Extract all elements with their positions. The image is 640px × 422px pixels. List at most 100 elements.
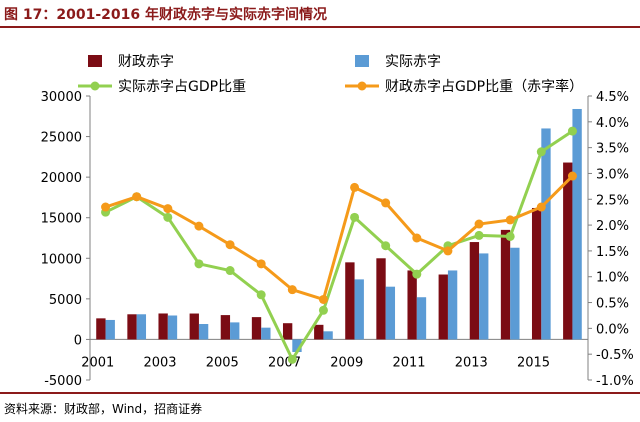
- figure-header: 图 17：2001-2016 年财政赤字与实际赤字间情况: [0, 0, 640, 28]
- figure-footer: 资料来源：财政部，Wind，招商证券: [0, 392, 640, 422]
- fiscal-deficit-bar-2015: [531, 207, 542, 340]
- x-tick-label-2015: 2015: [517, 355, 550, 370]
- actual-deficit-bar-2007: [292, 339, 302, 353]
- left-tick-label-10000: 10000: [41, 252, 82, 267]
- right-tick-label-2-0-: 2.0%: [596, 219, 629, 234]
- right-tick-label-4-5-: 4.5%: [596, 90, 629, 105]
- fiscal-deficit-bar-2014: [500, 229, 511, 340]
- right-tick-label-0-5-: 0.5%: [596, 297, 629, 312]
- actual-ratio-point-2009: [350, 212, 360, 222]
- left-tick-label-20000: 20000: [41, 171, 82, 186]
- actual-deficit-bar-2006: [261, 327, 271, 340]
- fiscal-deficit-bar-2009: [345, 262, 355, 340]
- actual-deficit-bar-2004: [198, 324, 209, 340]
- x-tick-label-2009: 2009: [330, 355, 363, 370]
- fiscal-deficit-bar-2007: [282, 323, 293, 340]
- legend-swatch-fiscal-deficit: [88, 55, 102, 67]
- fiscal-deficit-bar-2012: [438, 274, 448, 340]
- actual-ratio-point-2008: [318, 305, 328, 315]
- actual-deficit-bar-2008: [323, 331, 333, 340]
- fiscal-ratio-point-2001: [101, 202, 111, 212]
- left-tick-label--5000: -5000: [44, 374, 82, 389]
- fiscal-ratio-point-2008: [318, 294, 328, 304]
- right-tick-label--0-5-: -0.5%: [596, 348, 634, 363]
- fiscal-deficit-bar-2006: [251, 317, 262, 340]
- x-tick-label-2005: 2005: [206, 355, 239, 370]
- fiscal-deficit-bar-2013: [469, 242, 480, 340]
- fiscal-deficit-bar-2016: [563, 162, 573, 340]
- legend-label-fiscal-ratio: 财政赤字占GDP比重（赤字率）: [385, 78, 583, 95]
- actual-deficit-bar-2009: [354, 279, 364, 340]
- actual-ratio-point-2016: [567, 126, 577, 136]
- fiscal-deficit-bar-2005: [220, 315, 231, 340]
- fiscal-deficit-bar-2008: [314, 324, 324, 340]
- legend-label-actual-ratio: 实际赤字占GDP比重: [118, 79, 246, 95]
- fiscal-ratio-point-2006: [256, 259, 266, 269]
- actual-ratio-point-2015: [536, 147, 546, 157]
- fiscal-deficit-bar-2010: [376, 258, 386, 340]
- fiscal-ratio-point-2012: [443, 246, 453, 256]
- fiscal-deficit-bar-2003: [158, 313, 168, 340]
- fiscal-deficit-bar-2001: [96, 318, 106, 340]
- fiscal-ratio-point-2015: [536, 202, 546, 212]
- fiscal-ratio-point-2016: [567, 171, 577, 181]
- bars: [96, 108, 582, 353]
- actual-deficit-bar-2014: [510, 247, 520, 340]
- fiscal-deficit-bar-2011: [407, 270, 417, 340]
- actual-deficit-bar-2015: [541, 128, 551, 340]
- right-tick-label-2-5-: 2.5%: [596, 193, 629, 208]
- actual-deficit-bar-2002: [136, 314, 147, 340]
- legend-label-fiscal-deficit: 财政赤字: [118, 54, 174, 70]
- actual-ratio-point-2011: [412, 269, 422, 279]
- right-tick-label-1-5-: 1.5%: [596, 245, 629, 260]
- x-tick-label-2011: 2011: [392, 355, 425, 370]
- actual-ratio-point-2013: [474, 230, 484, 240]
- right-tick-label-0-0-: 0.0%: [596, 322, 629, 337]
- fiscal-deficit-bar-2004: [189, 313, 199, 340]
- actual-deficit-bar-2011: [416, 297, 427, 340]
- right-tick-label-3-5-: 3.5%: [596, 142, 629, 157]
- fiscal-ratio-point-2011: [412, 233, 422, 243]
- left-tick-label-25000: 25000: [41, 131, 82, 146]
- fiscal-ratio-point-2007: [287, 285, 297, 295]
- actual-ratio-point-2014: [505, 231, 515, 241]
- actual-ratio-point-2004: [194, 259, 204, 269]
- actual-ratio-point-2005: [225, 266, 235, 276]
- right-tick-label-1-0-: 1.0%: [596, 271, 629, 286]
- left-tick-label-0: 0: [74, 333, 82, 348]
- x-tick-label-2003: 2003: [143, 355, 176, 370]
- actual-deficit-bar-2012: [447, 270, 458, 340]
- source-note: 资料来源：财政部，Wind，招商证券: [4, 402, 203, 416]
- fiscal-ratio-point-2003: [163, 204, 173, 214]
- fiscal-ratio-point-2005: [225, 240, 235, 250]
- fiscal-ratio-point-2009: [350, 182, 360, 192]
- legend-marker-fiscal-ratio: [357, 81, 367, 91]
- fiscal-deficit-bar-2002: [127, 314, 137, 340]
- fiscal-ratio-point-2014: [505, 215, 515, 225]
- fiscal-ratio-line: [105, 174, 574, 301]
- right-tick-label-4-0-: 4.0%: [596, 116, 629, 131]
- legend-swatch-actual-deficit: [355, 55, 369, 67]
- x-tick-label-2013: 2013: [455, 355, 488, 370]
- actual-deficit-bar-2001: [105, 319, 115, 340]
- actual-deficit-bar-2010: [385, 286, 396, 340]
- right-tick-label-3-0-: 3.0%: [596, 167, 629, 182]
- legend-marker-actual-ratio: [90, 81, 100, 91]
- actual-ratio-point-2006: [256, 290, 266, 300]
- left-tick-label-15000: 15000: [41, 212, 82, 227]
- actual-ratio-point-2003: [163, 212, 173, 222]
- right-tick-label--1-0-: -1.0%: [596, 374, 634, 389]
- fiscal-ratio-point-2010: [381, 198, 391, 208]
- actual-deficit-bar-2013: [479, 253, 489, 340]
- axes: 30000 25000 20000 15000 10000 5000 0 -5000 4.5% 4…: [41, 90, 634, 389]
- actual-ratio-line: [104, 129, 574, 361]
- figure-title: 图 17：2001-2016 年财政赤字与实际赤字间情况: [4, 7, 327, 23]
- x-tick-label-2001: 2001: [81, 355, 114, 370]
- left-tick-label-5000: 5000: [49, 293, 82, 308]
- left-tick-label-30000: 30000: [41, 90, 82, 105]
- actual-ratio-point-2007: [287, 354, 297, 364]
- legend-label-actual-deficit: 实际赤字: [385, 54, 441, 70]
- fiscal-ratio-point-2004: [194, 221, 204, 231]
